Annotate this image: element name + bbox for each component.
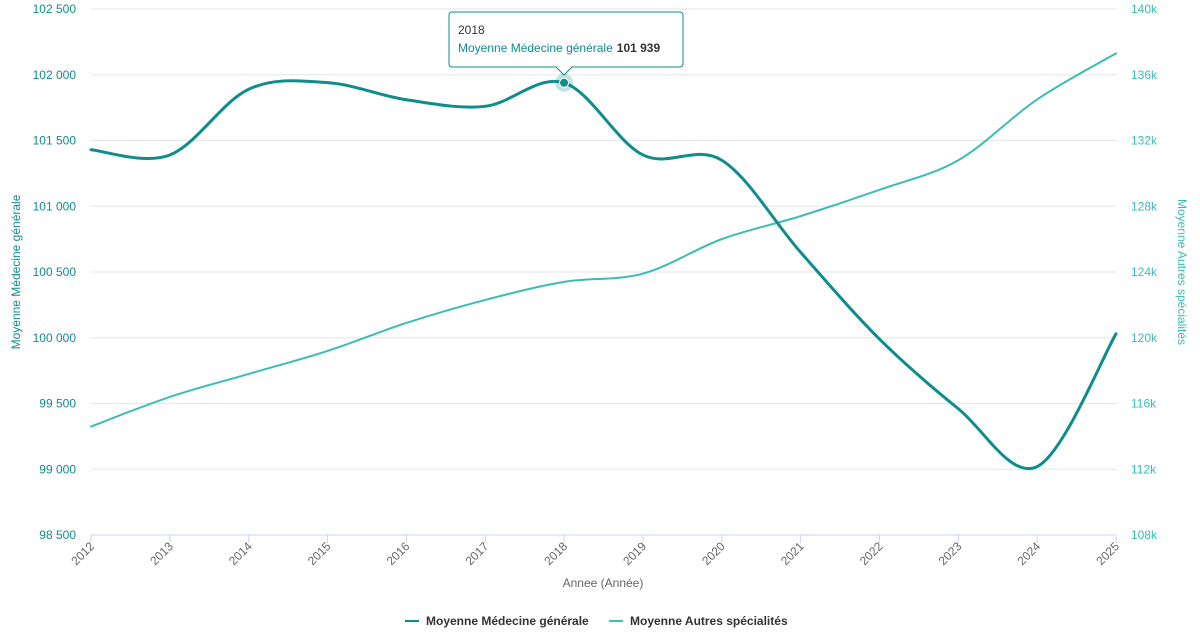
x-tick-label: 2022 [857,539,886,568]
y-left-tick-label: 101 000 [33,199,77,213]
y-left-tick-label: 98 500 [39,528,76,542]
x-tick-label: 2023 [936,539,965,568]
y-axis-left: 98 500 99 000 99 500 100 000 100 500 101 000 1… [33,2,77,542]
y-left-tick-label: 100 000 [33,331,77,345]
x-tick-label: 2014 [226,539,255,568]
series-group [89,52,1118,471]
hover-point[interactable] [559,77,570,88]
y-left-tick-label: 100 500 [33,265,77,279]
y-right-tick-label: 124k [1131,265,1158,279]
grid-lines [91,8,1116,470]
y-axis-right-title: Moyenne Autres spécialités [1175,199,1189,345]
legend: Moyenne Médecine générale Moyenne Autres… [405,614,788,628]
y-left-tick-label: 99 500 [39,397,76,411]
x-tick-label: 2025 [1093,539,1122,568]
x-tick-label: 2016 [384,539,413,568]
y-right-tick-label: 140k [1131,2,1158,16]
y-left-tick-label: 102 500 [33,2,77,16]
x-tick-label: 2018 [541,539,570,568]
tooltip-pointer [555,66,573,76]
y-right-tick-label: 132k [1131,134,1158,148]
x-tick-label: 2021 [778,539,807,568]
x-tick-label: 2024 [1014,539,1043,568]
x-axis: 2012 2013 2014 2015 2016 2017 2018 2019 2020 2021… [68,534,1122,568]
legend-label-series-1: Moyenne Médecine générale [426,614,589,628]
x-tick-label: 2019 [620,539,649,568]
y-axis-right: 108k 112k 116k 120k 124k 128k 132k 136k 140k [1131,2,1158,542]
y-right-tick-label: 128k [1131,199,1158,213]
y-right-tick-label: 116k [1131,397,1157,411]
x-tick-label: 2017 [463,539,492,568]
x-axis-title: Annee (Année) [563,576,644,590]
x-tick-label: 2013 [147,539,176,568]
y-axis-left-title: Moyenne Médecine générale [9,194,23,349]
y-right-tick-label: 136k [1131,68,1158,82]
series-line-2[interactable] [90,52,1117,428]
series-line-1[interactable] [89,79,1118,471]
x-tick-label: 2012 [68,539,97,568]
tooltip-box [448,11,684,68]
x-tick-label: 2015 [305,539,334,568]
tooltip: 2018 Moyenne Médecine générale 101 939 [448,11,684,76]
y-right-tick-label: 112k [1131,462,1157,476]
legend-item-series-1[interactable]: Moyenne Médecine générale [405,614,589,628]
legend-item-series-2[interactable]: Moyenne Autres spécialités [609,614,788,628]
x-tick-label: 2020 [699,539,728,568]
legend-label-series-2: Moyenne Autres spécialités [630,614,788,628]
y-left-tick-label: 101 500 [33,134,77,148]
tooltip-body: Moyenne Médecine générale 101 939 [458,41,660,55]
tooltip-value: 101 939 [617,41,661,55]
y-right-tick-label: 120k [1131,331,1158,345]
y-left-tick-label: 99 000 [39,462,76,476]
tooltip-title: 2018 [458,23,485,37]
y-right-tick-label: 108k [1131,528,1158,542]
tooltip-series-label: Moyenne Médecine générale [458,41,613,55]
y-left-tick-label: 102 000 [33,68,77,82]
